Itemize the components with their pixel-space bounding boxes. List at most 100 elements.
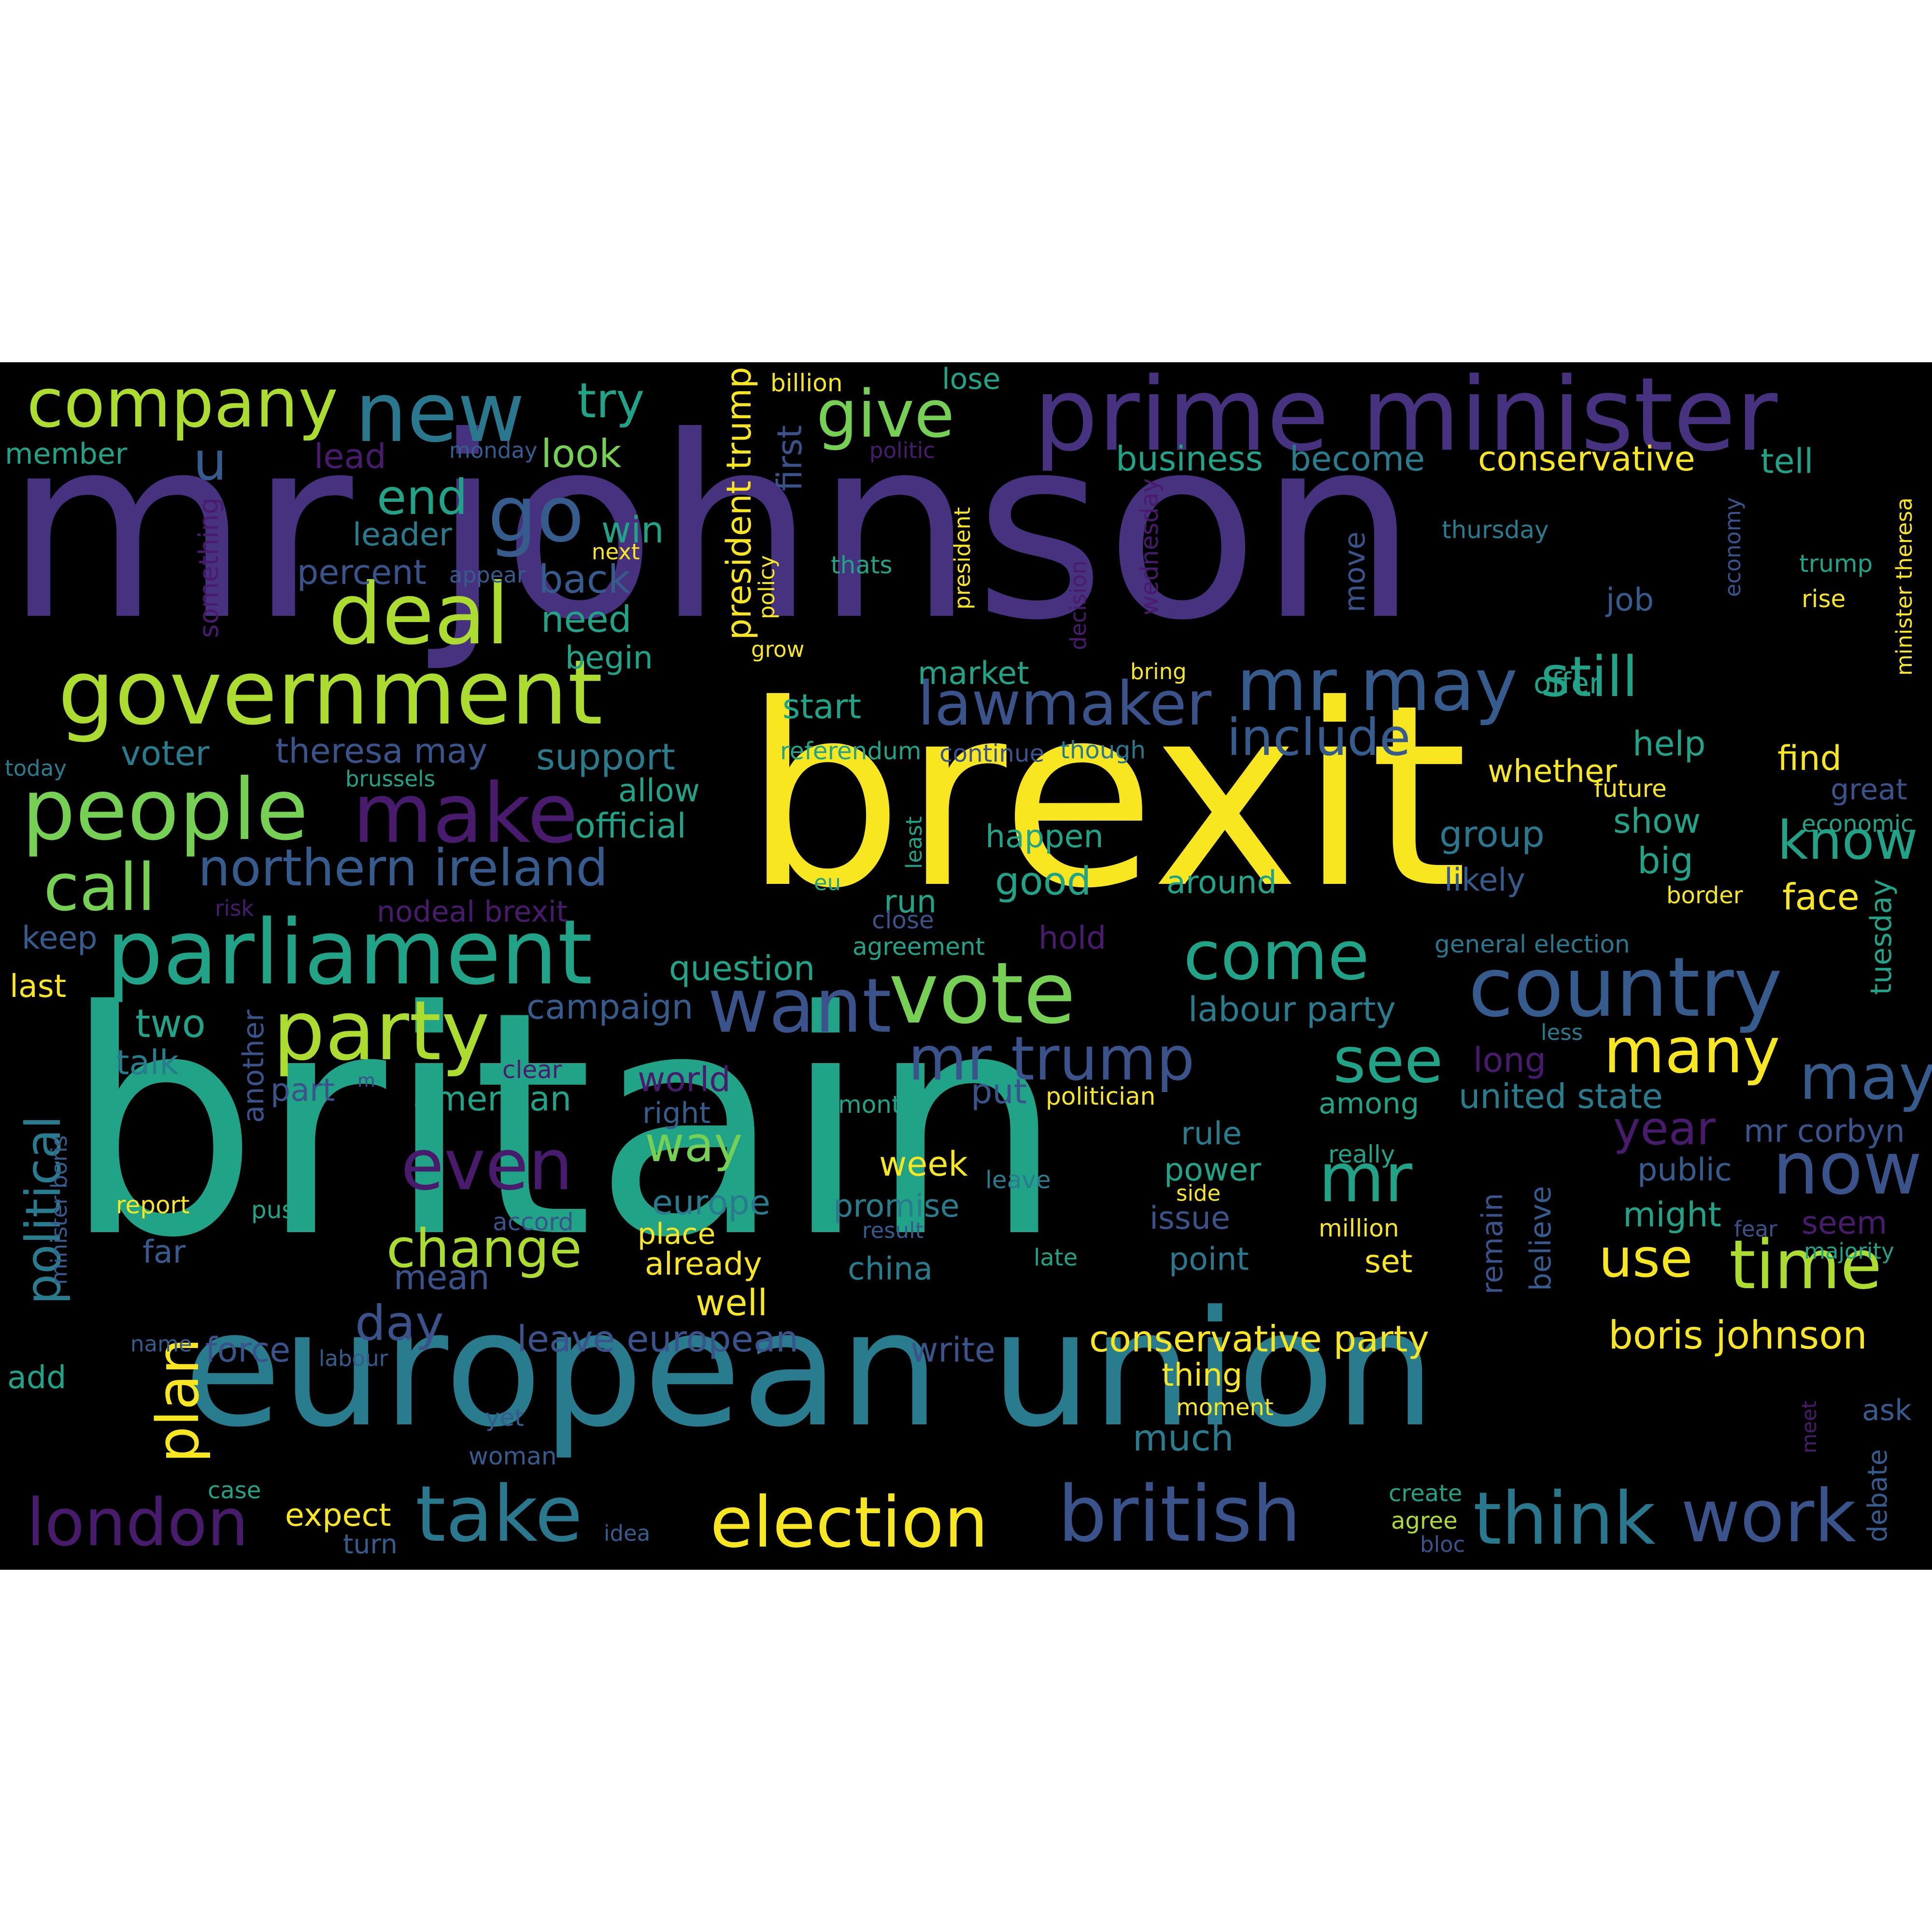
word-public: public [1637, 1152, 1732, 1188]
word-leader: leader [353, 517, 452, 553]
word-united-state: united state [1459, 1077, 1663, 1116]
word-week: week [879, 1144, 968, 1184]
word-new: new [355, 365, 525, 461]
word-mr: mr [1319, 1139, 1412, 1218]
word-voter: voter [121, 734, 210, 773]
word-hold: hold [1038, 920, 1107, 956]
word-create: create [1389, 1480, 1463, 1507]
word-name: name [130, 1331, 192, 1357]
word-remain: remain [1476, 1193, 1509, 1294]
word-company: company [27, 364, 339, 443]
word-lose: lose [942, 362, 1001, 396]
word-happen: happen [985, 819, 1104, 855]
word-allow: allow [618, 773, 700, 809]
word-already: already [645, 1246, 762, 1282]
word-ask: ask [1862, 1393, 1912, 1427]
word-less: less [1541, 1020, 1583, 1045]
word-include: include [1227, 708, 1411, 767]
word-deal: deal [328, 566, 510, 664]
word-northern-ireland: northern ireland [198, 838, 608, 897]
word-year: year [1613, 1102, 1716, 1155]
word-labour: labour [319, 1346, 388, 1371]
word-now: now [1773, 1127, 1922, 1211]
word-rise: rise [1802, 585, 1846, 613]
word-come: come [1183, 917, 1370, 995]
word-right: right [642, 1096, 710, 1130]
word-among: among [1319, 1087, 1420, 1121]
word-way: way [645, 1116, 743, 1173]
word-move: move [1338, 531, 1372, 612]
word-border: border [1666, 882, 1743, 909]
word-show: show [1613, 801, 1701, 841]
word-day: day [355, 1295, 444, 1351]
word-support: support [536, 736, 675, 778]
word-conservative-party: conservative party [1089, 1318, 1429, 1360]
word-prime-minister: prime minister [1034, 362, 1778, 474]
word-might: might [1623, 1195, 1721, 1235]
word-great: great [1831, 773, 1907, 807]
word-minister-boris: minister boris [46, 1135, 72, 1285]
word-month: month [838, 1091, 917, 1119]
word-agree: agree [1391, 1507, 1458, 1534]
word-thing: thing [1162, 1357, 1243, 1393]
word-seem: seem [1802, 1205, 1888, 1241]
word-government: government [58, 640, 603, 745]
word-risk: risk [215, 895, 254, 921]
word-use: use [1599, 1227, 1693, 1289]
word-turn: turn [343, 1529, 398, 1560]
word-leave: leave [985, 1166, 1051, 1194]
word-wednesday: wednesday [1136, 478, 1164, 615]
word-agreement: agreement [852, 933, 985, 961]
word-grow: grow [751, 637, 805, 662]
word-accord: accord [493, 1208, 574, 1236]
word-brexit: brexit [744, 651, 1468, 943]
word-write: write [910, 1330, 995, 1370]
word-monday: monday [449, 438, 538, 463]
word-election: election [710, 1482, 989, 1563]
word-yet: yet [485, 1404, 524, 1432]
word-lawmaker: lawmaker [918, 669, 1212, 739]
word-whether: whether [1488, 753, 1617, 790]
word-tell: tell [1761, 441, 1814, 481]
word-president-trump: president trump [719, 367, 759, 640]
word-case: case [208, 1477, 261, 1504]
word-britain: britain [63, 945, 1065, 1305]
word-become: become [1290, 439, 1425, 479]
word-two: two [135, 1001, 206, 1046]
word-future: future [1594, 775, 1667, 803]
word-brussels: brussels [345, 766, 436, 792]
word-many: many [1604, 1014, 1780, 1087]
word-nodeal-brexit: nodeal brexit [377, 895, 568, 929]
word-million: million [1319, 1214, 1399, 1242]
word-economy: economy [1720, 497, 1746, 597]
word-europe: europe [652, 1183, 770, 1222]
word-look: look [541, 431, 622, 476]
word-rule: rule [1181, 1116, 1242, 1152]
word-add: add [7, 1360, 67, 1396]
word-offer: offer [1534, 667, 1601, 700]
word-bloc: bloc [1420, 1532, 1465, 1557]
word-another: another [237, 1009, 270, 1123]
word-woman: woman [469, 1442, 557, 1470]
word-mr-johnson: mr johnson [5, 383, 1419, 675]
word-result: result [862, 1218, 924, 1243]
word-billion: billion [770, 369, 843, 397]
word-much: much [1133, 1417, 1234, 1459]
word-still: still [1541, 645, 1638, 710]
word-make: make [353, 766, 578, 862]
word-set: set [1364, 1244, 1413, 1280]
word-really: really [1328, 1140, 1395, 1168]
word-london: london [27, 1485, 249, 1561]
word-official: official [575, 806, 686, 846]
word-change: change [386, 1218, 582, 1279]
word-thursday: thursday [1442, 516, 1549, 544]
word-clear: clear [502, 1056, 562, 1084]
word-face: face [1782, 876, 1860, 918]
word-vote: vote [889, 945, 1076, 1043]
word-leave-european: leave european [517, 1318, 799, 1360]
word-talk: talk [116, 1043, 179, 1082]
word-mr-may: mr may [1236, 643, 1518, 727]
word-call: call [43, 850, 156, 925]
word-see: see [1333, 1023, 1443, 1097]
word-first: first [770, 425, 810, 491]
